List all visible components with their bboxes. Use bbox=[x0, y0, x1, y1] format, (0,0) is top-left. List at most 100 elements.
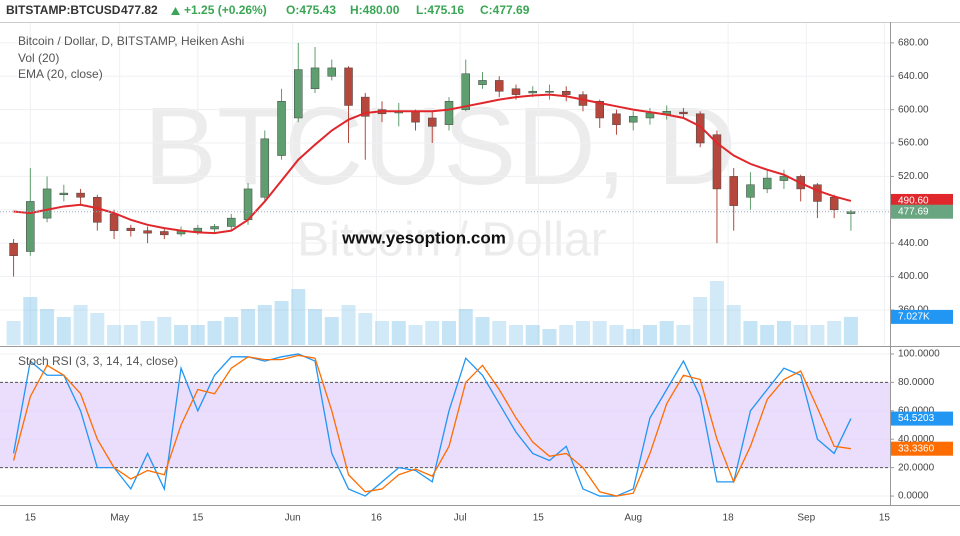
site-watermark: www.yesoption.com bbox=[341, 228, 506, 247]
volume-bar bbox=[475, 317, 490, 345]
candle-body bbox=[411, 111, 420, 123]
price-tag-label: 7.027K bbox=[898, 312, 930, 323]
ema-legend: EMA (20, close) bbox=[18, 67, 103, 81]
plot-area: 360.00400.00440.00480.00520.00560.00600.… bbox=[0, 22, 953, 524]
volume-bar bbox=[224, 317, 239, 345]
stoch-line bbox=[12, 354, 852, 497]
candle-body bbox=[344, 67, 353, 106]
volume-bar bbox=[793, 325, 808, 345]
candle-body bbox=[478, 80, 487, 85]
y-tick-label: 60.0000 bbox=[898, 405, 935, 416]
y-tick-label: 600.00 bbox=[898, 104, 929, 115]
candle-body bbox=[846, 211, 856, 214]
candle-body bbox=[243, 188, 253, 221]
volume-bar bbox=[542, 329, 557, 345]
candle-body bbox=[143, 230, 152, 234]
chart-title: Bitcoin / Dollar, D, BITSTAMP, Heiken As… bbox=[18, 34, 244, 48]
volume-bar bbox=[23, 297, 38, 345]
x-tick-label: 15 bbox=[25, 513, 37, 524]
volume-bar bbox=[375, 321, 390, 345]
watermark-symbol: BTCUSD, D bbox=[144, 85, 737, 208]
price-tag bbox=[891, 204, 953, 219]
x-tick-label: May bbox=[110, 513, 129, 524]
candle-body bbox=[511, 88, 521, 95]
price-tag bbox=[891, 309, 953, 324]
candle-body bbox=[428, 117, 437, 127]
volume-bar bbox=[123, 325, 138, 345]
volume-bar bbox=[843, 316, 858, 345]
volume-bar bbox=[6, 321, 21, 345]
volume-bar bbox=[40, 309, 55, 345]
volume-bar bbox=[626, 329, 641, 345]
symbol: BITSTAMP:BTCUSD bbox=[6, 3, 121, 17]
candle-body bbox=[461, 73, 470, 110]
candle-body bbox=[193, 227, 203, 232]
candle-body bbox=[327, 67, 337, 77]
x-tick-label: Jul bbox=[454, 513, 467, 524]
stoch-line bbox=[12, 353, 852, 497]
volume-bar bbox=[291, 289, 306, 345]
volume-bar bbox=[241, 309, 256, 345]
volume-bar bbox=[190, 325, 205, 345]
volume-bar bbox=[442, 321, 456, 345]
candle-body bbox=[227, 217, 236, 227]
y-tick-label: 440.00 bbox=[898, 238, 929, 249]
candle-body bbox=[126, 227, 136, 231]
candle-body bbox=[260, 138, 270, 198]
y-tick-label: 100.0000 bbox=[898, 349, 940, 360]
price-tag-label: 54.5203 bbox=[898, 413, 935, 424]
change: +1.25 (+0.26%) bbox=[184, 3, 267, 17]
close: C:477.69 bbox=[480, 3, 530, 17]
volume-bar bbox=[391, 321, 406, 345]
x-tick-label: Jun bbox=[285, 513, 301, 524]
candle-body bbox=[294, 69, 303, 119]
volume-bar bbox=[726, 305, 741, 345]
volume-bar bbox=[743, 321, 758, 345]
candle-body bbox=[645, 112, 655, 119]
y-tick-label: 40.0000 bbox=[898, 434, 935, 445]
volume-bar bbox=[157, 317, 172, 345]
candle-body bbox=[829, 197, 839, 211]
volume-bar bbox=[458, 309, 473, 345]
high: H:480.00 bbox=[350, 3, 400, 17]
volume-bar bbox=[56, 317, 71, 345]
volume-bar bbox=[408, 325, 423, 345]
volume-bar bbox=[592, 321, 607, 345]
stoch-title: Stoch RSI (3, 3, 14, 14, close) bbox=[18, 354, 178, 368]
x-tick-label: 15 bbox=[879, 513, 891, 524]
volume-bar bbox=[492, 321, 507, 345]
volume-bar bbox=[73, 305, 88, 345]
volume-bar bbox=[324, 317, 339, 345]
candle-body bbox=[779, 176, 789, 181]
price-tag-label: 33.3360 bbox=[898, 443, 935, 454]
candle-body bbox=[210, 226, 219, 230]
volume-bar bbox=[609, 325, 624, 345]
volume-bar bbox=[525, 325, 540, 345]
volume-bar bbox=[90, 313, 105, 345]
candle-body bbox=[444, 101, 454, 125]
backdrop: BTCUSD, D Bitcoin / Dollar bbox=[144, 85, 737, 267]
volume-bar bbox=[174, 325, 189, 345]
volume-bar bbox=[508, 325, 523, 345]
candle-body bbox=[813, 184, 822, 202]
volume-bar bbox=[358, 313, 373, 345]
candle-body bbox=[612, 113, 621, 125]
candle-body bbox=[494, 80, 504, 92]
candle-body bbox=[729, 176, 738, 206]
volume-bar bbox=[810, 325, 825, 345]
candle-body bbox=[9, 242, 18, 256]
ema-line bbox=[13, 93, 852, 235]
candle-body bbox=[160, 231, 169, 236]
volume-bar bbox=[760, 325, 775, 345]
candle-body bbox=[628, 116, 638, 123]
candle-body bbox=[695, 113, 705, 144]
y-tick-label: 640.00 bbox=[898, 71, 929, 82]
x-tick-label: 16 bbox=[371, 513, 383, 524]
y-tick-label: 20.0000 bbox=[898, 462, 935, 473]
volume-bar bbox=[642, 325, 657, 345]
x-tick-label: Aug bbox=[624, 513, 642, 524]
price: 477.82 bbox=[121, 3, 158, 17]
candle-body bbox=[361, 96, 370, 117]
candle-body bbox=[59, 192, 69, 196]
x-tick-label: 18 bbox=[723, 513, 735, 524]
